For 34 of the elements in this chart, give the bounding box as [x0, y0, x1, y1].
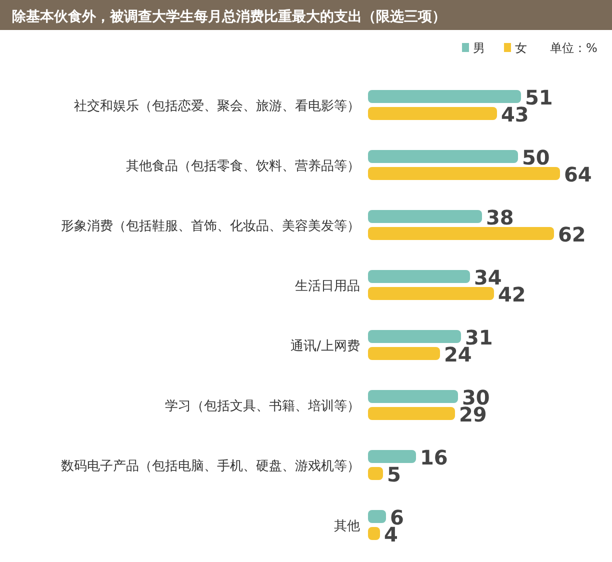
bar	[368, 107, 497, 120]
data-label: 64	[564, 162, 592, 186]
bar	[368, 527, 380, 540]
legend-label: 女	[515, 41, 527, 55]
data-label: 16	[420, 446, 448, 470]
bar	[368, 390, 458, 403]
data-label: 50	[522, 146, 550, 170]
y-tick-label: 其他食品（包括零食、饮料、营养品等）	[126, 158, 360, 174]
data-label: 62	[558, 222, 586, 246]
data-label: 38	[486, 206, 514, 230]
bar	[368, 407, 455, 420]
legend-label: 男	[473, 41, 485, 55]
y-tick-label: 数码电子产品（包括电脑、手机、硬盘、游戏机等）	[61, 459, 360, 474]
y-tick-label: 社交和娱乐（包括恋爱、聚会、旅游、看电影等）	[74, 98, 360, 114]
bar	[368, 510, 386, 523]
bar	[368, 270, 470, 283]
bar	[368, 330, 461, 343]
data-label: 5	[387, 462, 401, 486]
text: 单位：%	[550, 41, 598, 55]
bar	[368, 90, 521, 103]
bar	[368, 347, 440, 360]
y-tick-label: 学习（包括文具、书籍、培训等）	[165, 399, 360, 414]
bar	[368, 210, 482, 223]
bar	[368, 467, 383, 480]
y-tick-label: 通讯/上网费	[290, 339, 360, 354]
y-tick-label: 其他	[334, 519, 360, 534]
bar	[368, 150, 518, 163]
bar	[368, 287, 494, 300]
bar	[368, 227, 554, 240]
bar	[368, 450, 416, 463]
bar	[368, 167, 560, 180]
y-tick-label: 生活日用品	[295, 279, 360, 294]
text: 除基本伙食外，被调查大学生每月总消费比重最大的支出（限选三项）	[12, 8, 446, 25]
y-tick-label: 形象消费（包括鞋服、首饰、化妆品、美容美发等）	[61, 218, 360, 234]
